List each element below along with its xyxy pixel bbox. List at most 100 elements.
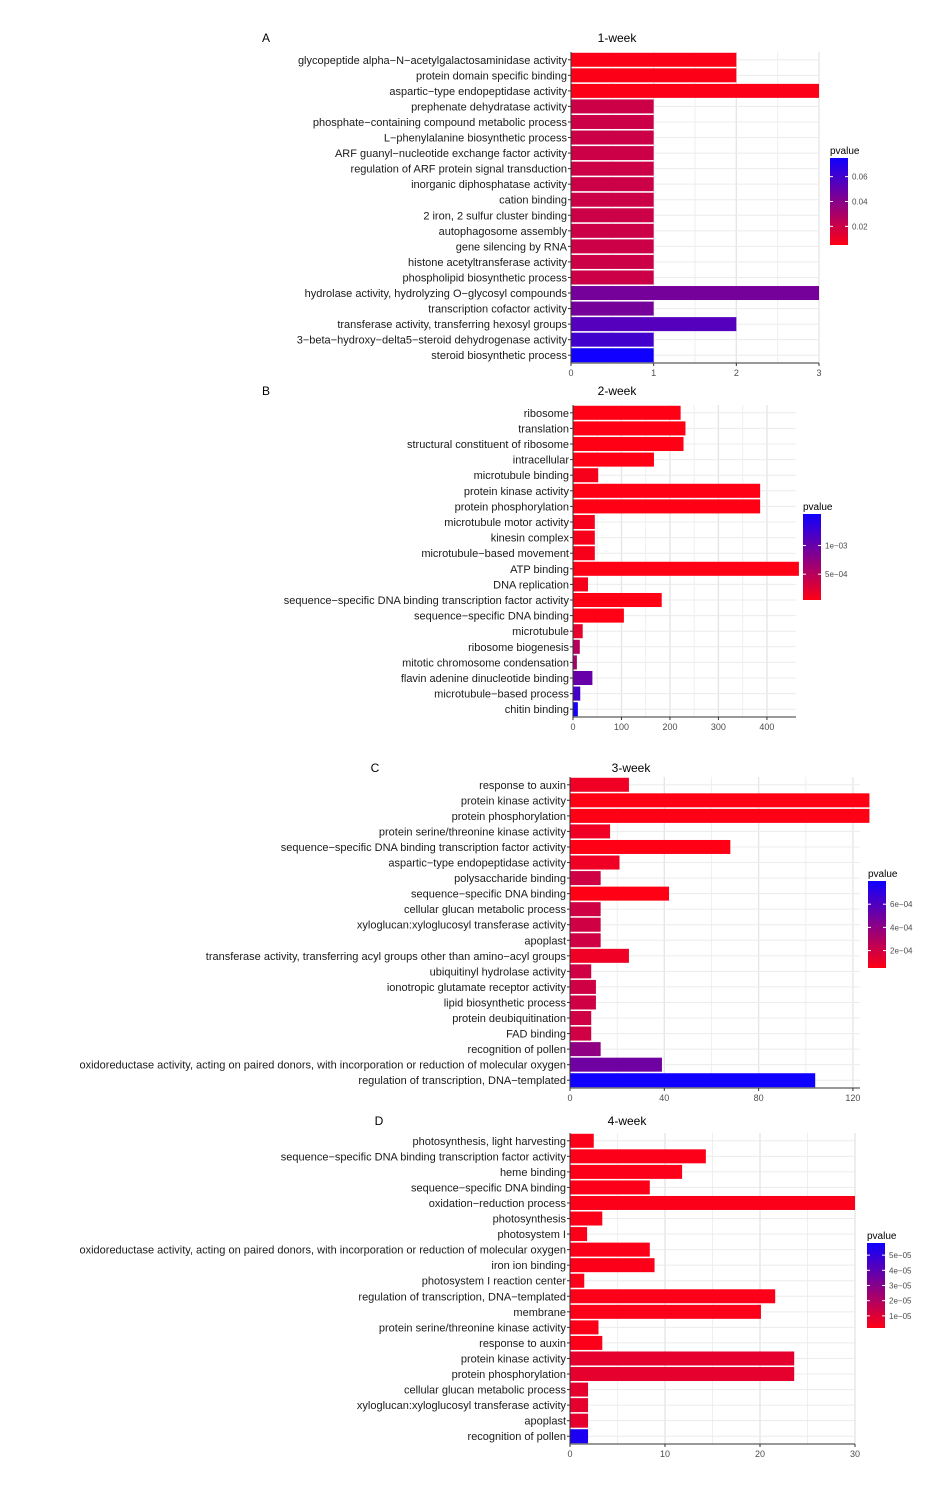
- category-label: protein deubiquitination: [452, 1013, 566, 1025]
- bar: [571, 301, 654, 316]
- panel-label: B: [262, 384, 270, 398]
- x-tick-label: 200: [662, 722, 677, 732]
- bar: [571, 208, 654, 223]
- bar: [571, 223, 654, 238]
- bar: [570, 855, 620, 870]
- category-label: microtubule binding: [474, 470, 569, 482]
- bar: [573, 421, 686, 436]
- bar: [573, 655, 577, 670]
- bar: [570, 1382, 589, 1397]
- legend-title: pvalue: [803, 502, 833, 513]
- bar: [570, 871, 601, 886]
- bar: [573, 624, 583, 639]
- legend-tick-label: 4e−04: [890, 923, 913, 932]
- bar: [570, 808, 870, 823]
- category-label: ATP binding: [510, 564, 569, 576]
- bar: [570, 1057, 662, 1072]
- category-label: ubiquitinyl hydrolase activity: [430, 966, 567, 978]
- bar: [570, 793, 870, 808]
- legend-title: pvalue: [830, 146, 860, 157]
- bar: [570, 1351, 795, 1366]
- bar: [570, 1195, 855, 1210]
- category-label: apoplast: [524, 1416, 566, 1428]
- x-tick-label: 0: [570, 722, 575, 732]
- bar: [571, 177, 654, 192]
- bar: [570, 1042, 601, 1057]
- category-label: chitin binding: [505, 704, 569, 716]
- category-label: 3−beta−hydroxy−delta5−steroid dehydrogen…: [297, 335, 568, 347]
- bar: [571, 286, 819, 301]
- category-label: ribosome biogenesis: [468, 642, 569, 654]
- x-tick-label: 1: [651, 368, 656, 378]
- category-label: hydrolase activity, hydrolyzing O−glycos…: [305, 288, 568, 300]
- category-label: transferase activity, transferring hexos…: [337, 319, 567, 331]
- bar: [570, 1011, 592, 1026]
- bar: [570, 1211, 603, 1226]
- category-label: 2 iron, 2 sulfur cluster binding: [423, 210, 567, 222]
- bar: [573, 592, 662, 608]
- category-label: ARF guanyl−nucleotide exchange factor ac…: [335, 148, 568, 160]
- bar: [570, 1413, 589, 1428]
- legend-tick-label: 5e−05: [889, 1251, 912, 1260]
- x-tick-label: 300: [711, 722, 726, 732]
- bar: [573, 639, 580, 654]
- bar: [570, 1398, 589, 1413]
- category-label: oxidoreductase activity, acting on paire…: [79, 1245, 566, 1257]
- x-tick-label: 30: [850, 1449, 860, 1459]
- category-label: polysaccharide binding: [454, 873, 566, 885]
- bar: [570, 886, 670, 901]
- category-label: photosystem I: [498, 1229, 566, 1241]
- category-label: DNA replication: [493, 579, 569, 591]
- bar: [571, 68, 737, 83]
- bar: [570, 1304, 761, 1319]
- category-label: microtubule−based process: [434, 689, 569, 701]
- bar: [573, 702, 578, 717]
- x-tick-label: 2: [734, 368, 739, 378]
- category-label: L−phenylalanine biosynthetic process: [384, 133, 568, 145]
- x-tick-label: 40: [659, 1093, 669, 1103]
- category-label: microtubule−based movement: [421, 548, 569, 560]
- legend-tick-label: 2e−05: [889, 1297, 912, 1306]
- bar: [570, 1164, 683, 1179]
- category-label: protein phosphorylation: [452, 1369, 566, 1381]
- category-label: apoplast: [524, 935, 566, 947]
- bar: [571, 52, 737, 67]
- bar: [570, 1320, 599, 1335]
- legend-colorbar: [867, 1243, 885, 1328]
- chart-panel-c: response to auxin protein kinase activity…: [79, 761, 913, 1103]
- category-label: protein kinase activity: [464, 486, 570, 498]
- bar: [570, 1133, 594, 1148]
- category-label: recognition of pollen: [468, 1044, 566, 1056]
- category-label: autophagosome assembly: [439, 226, 568, 238]
- category-label: phosphate−containing compound metabolic …: [313, 117, 568, 129]
- panel-label: A: [262, 31, 270, 45]
- legend-colorbar: [830, 158, 848, 245]
- x-tick-label: 10: [660, 1449, 670, 1459]
- category-label: gene silencing by RNA: [456, 241, 568, 253]
- bar: [571, 192, 654, 207]
- x-tick-label: 80: [754, 1093, 764, 1103]
- bar: [573, 483, 761, 498]
- category-label: microtubule motor activity: [444, 517, 569, 529]
- category-label: regulation of ARF protein signal transdu…: [351, 164, 567, 176]
- legend-colorbar: [803, 514, 821, 600]
- legend-tick-label: 0.02: [852, 222, 868, 231]
- category-label: iron ion binding: [491, 1260, 566, 1272]
- bar: [570, 1026, 592, 1041]
- category-label: aspartic−type endopeptidase activity: [389, 86, 567, 98]
- x-tick-label: 20: [755, 1449, 765, 1459]
- category-label: flavin adenine dinucleotide binding: [401, 673, 569, 685]
- bar: [571, 332, 654, 347]
- bar: [571, 146, 654, 161]
- bar: [573, 405, 681, 420]
- category-label: xyloglucan:xyloglucosyl transferase acti…: [357, 1400, 567, 1412]
- bar: [573, 530, 595, 545]
- bar: [573, 436, 684, 452]
- category-label: response to auxin: [479, 780, 566, 792]
- category-label: protein kinase activity: [461, 1353, 567, 1365]
- x-tick-label: 100: [614, 722, 629, 732]
- bar: [570, 1335, 603, 1350]
- category-label: photosystem I reaction center: [422, 1276, 567, 1288]
- category-label: translation: [518, 423, 569, 435]
